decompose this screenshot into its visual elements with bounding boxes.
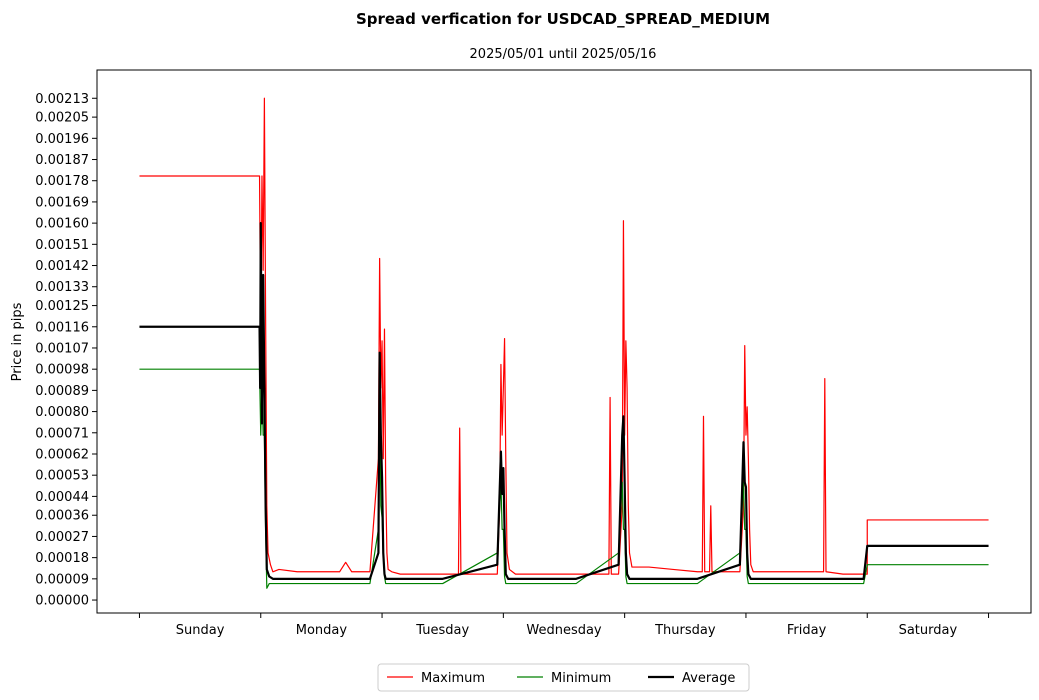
y-tick-label: 0.00044 (35, 490, 89, 505)
y-tick-label: 0.00187 (35, 153, 89, 168)
y-tick-label: 0.00098 (35, 363, 89, 378)
y-tick-label: 0.00178 (35, 174, 89, 189)
y-tick-label: 0.00027 (35, 530, 89, 545)
y-tick-label: 0.00071 (35, 426, 89, 441)
y-tick-label: 0.00160 (35, 217, 89, 232)
chart-title: Spread verfication for USDCAD_SPREAD_MED… (356, 10, 770, 28)
y-tick-label: 0.00080 (35, 405, 89, 420)
y-axis-label: Price in pips (10, 302, 25, 381)
y-tick-label: 0.00053 (35, 469, 89, 484)
y-axis-ticks: 0.00000 0.00009 0.00018 0.00027 0.00036 0.000… (35, 92, 97, 609)
y-tick-label: 0.00062 (35, 447, 89, 462)
chart-subtitle: 2025/05/01 until 2025/05/16 (470, 47, 657, 62)
y-tick-label: 0.00018 (35, 551, 89, 566)
plot-frame (96, 69, 1032, 614)
x-tick-label: Thursday (654, 623, 716, 638)
y-tick-label: 0.00107 (35, 341, 89, 356)
legend-box (377, 663, 750, 692)
y-tick-label: 0.00133 (35, 280, 89, 295)
x-axis-ticks: Sunday Monday Tuesday Wednesday Thursday Frid… (138, 613, 990, 638)
x-tick-label: Sunday (176, 623, 225, 638)
y-tick-label: 0.00089 (35, 384, 89, 399)
x-tick-label: Wednesday (526, 623, 602, 638)
x-tick-label: Monday (296, 623, 348, 638)
series-line-average (139, 222, 989, 580)
legend-label-minimum: Minimum (551, 671, 611, 686)
x-tick-label: Friday (787, 623, 827, 638)
y-tick-label: 0.00009 (35, 572, 89, 587)
legend-label-maximum: Maximum (421, 671, 485, 686)
y-tick-label: 0.00116 (35, 320, 89, 335)
y-tick-label: 0.00125 (35, 299, 89, 314)
y-tick-label: 0.00196 (35, 132, 89, 147)
y-tick-label: 0.00000 (35, 594, 89, 609)
legend: Maximum Minimum Average (377, 663, 750, 692)
y-tick-label: 0.00213 (35, 92, 89, 107)
y-tick-label: 0.00151 (35, 238, 89, 253)
x-tick-label: Saturday (899, 623, 958, 638)
series-layer (139, 97, 989, 589)
y-tick-label: 0.00169 (35, 195, 89, 210)
legend-label-average: Average (682, 671, 735, 686)
y-tick-label: 0.00142 (35, 259, 89, 274)
series-line-maximum (139, 97, 989, 575)
y-tick-label: 0.00205 (35, 111, 89, 126)
x-tick-label: Tuesday (415, 623, 469, 638)
y-tick-label: 0.00036 (35, 509, 89, 524)
